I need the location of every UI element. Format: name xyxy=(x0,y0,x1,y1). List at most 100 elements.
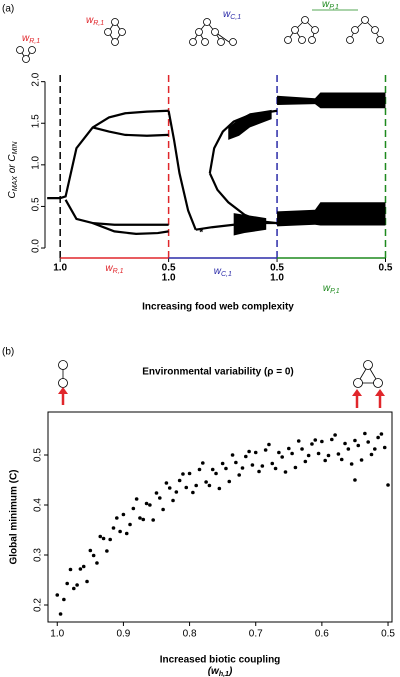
chaotic-band xyxy=(277,202,386,227)
icon-label-part: R,1 xyxy=(29,38,40,45)
point xyxy=(78,567,83,571)
point xyxy=(131,506,136,511)
x-axis-label: Increased biotic coupling xyxy=(160,655,281,666)
point xyxy=(300,447,304,451)
y-axis-label: Global minimum (C) xyxy=(9,470,20,565)
point xyxy=(349,462,354,466)
branch xyxy=(195,221,278,231)
point xyxy=(177,478,182,483)
y-axis-label: CMAX or CMIN xyxy=(7,141,20,199)
x-tick-label: 0.5 xyxy=(162,263,176,274)
x-tick-label: 1.0 xyxy=(270,273,284,284)
x-tick-label: 0.5 xyxy=(381,629,395,640)
point xyxy=(204,480,208,484)
point xyxy=(197,467,202,472)
point xyxy=(187,471,192,476)
icon-label-part: w xyxy=(86,15,94,26)
point xyxy=(161,507,165,512)
y-axis-label-part: or C xyxy=(7,154,18,176)
point xyxy=(359,458,364,462)
point xyxy=(115,516,119,520)
x-tick-label: 1.0 xyxy=(162,273,176,284)
point xyxy=(343,441,347,446)
point xyxy=(336,452,341,456)
branch xyxy=(208,109,278,174)
y-tick-label: 1.0 xyxy=(31,155,42,169)
panel-label: (a) xyxy=(2,4,14,15)
point xyxy=(366,440,370,444)
point xyxy=(369,452,374,457)
point xyxy=(270,461,275,466)
y-tick-label: 0.5 xyxy=(31,197,42,211)
point xyxy=(207,483,212,488)
point xyxy=(184,485,189,490)
point xyxy=(310,442,314,446)
x-axis-sublabel: (wh,1) xyxy=(208,666,233,677)
point xyxy=(263,448,268,452)
x-axis-sublabel-part: ) xyxy=(228,666,233,677)
point xyxy=(55,593,60,597)
x-tick-label: 0.7 xyxy=(249,629,263,640)
point xyxy=(339,457,344,462)
annotation: * xyxy=(199,228,203,239)
point xyxy=(227,479,232,484)
segment-label-part: w xyxy=(105,263,113,274)
y-axis-label-part: MIN xyxy=(12,141,19,155)
point xyxy=(237,473,241,477)
y-tick-label: 0.2 xyxy=(33,598,44,612)
segment-label: wC,1 xyxy=(214,266,232,279)
point xyxy=(234,460,238,465)
segment-label: wR,1 xyxy=(105,263,123,276)
point xyxy=(267,442,271,447)
y-tick-label: 0.3 xyxy=(33,548,44,562)
segment-label-part: R,1 xyxy=(113,268,124,275)
point xyxy=(287,446,291,451)
branch xyxy=(47,109,169,200)
point xyxy=(379,432,384,436)
segment-label-part: C,1 xyxy=(221,271,232,278)
point xyxy=(373,447,377,451)
point xyxy=(101,536,106,541)
point xyxy=(296,439,301,443)
chart-title: Environmental variability (ρ = 0) xyxy=(142,367,294,378)
x-tick-label: 0.9 xyxy=(116,629,130,640)
point xyxy=(386,483,390,487)
point xyxy=(247,449,251,454)
point xyxy=(253,450,258,455)
point xyxy=(138,516,142,520)
point xyxy=(356,443,361,448)
point xyxy=(118,529,122,534)
point xyxy=(98,534,103,539)
point xyxy=(280,455,284,459)
point xyxy=(201,461,205,465)
x-axis-sublabel-part: (w xyxy=(208,666,220,677)
icon-label: wC,1 xyxy=(223,9,241,22)
point xyxy=(250,463,255,467)
point xyxy=(244,454,248,459)
point xyxy=(58,612,63,616)
point xyxy=(376,435,380,440)
point xyxy=(111,526,116,530)
point xyxy=(91,553,96,558)
icon-label-part: w xyxy=(223,9,231,20)
icon-label-part: w xyxy=(22,33,30,44)
branch xyxy=(92,222,169,235)
point xyxy=(353,438,357,443)
point xyxy=(353,478,357,482)
point xyxy=(105,549,109,553)
icon-label-part: w xyxy=(322,0,330,10)
y-tick-label: 0.0 xyxy=(31,239,42,253)
point xyxy=(95,561,99,565)
branch xyxy=(92,126,169,137)
x-axis-label: Increasing food web complexity xyxy=(142,302,294,313)
point xyxy=(121,512,126,517)
point xyxy=(290,451,294,456)
icon-label: wR,1 xyxy=(86,15,104,28)
point xyxy=(72,586,76,591)
point xyxy=(81,564,86,569)
point xyxy=(320,439,324,444)
point xyxy=(194,483,198,488)
point xyxy=(154,491,159,495)
point xyxy=(191,490,195,495)
y-tick-label: 2.0 xyxy=(31,72,42,86)
